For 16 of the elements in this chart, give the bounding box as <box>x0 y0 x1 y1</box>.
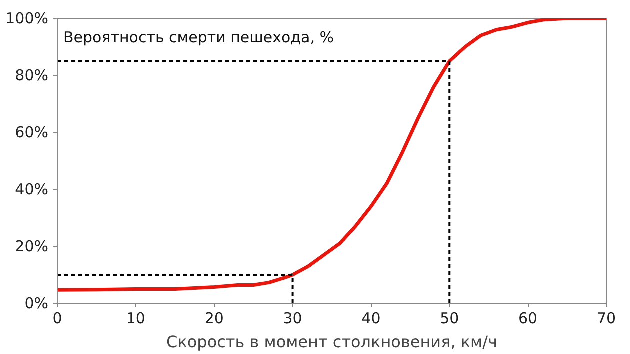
x-axis-title: Скорость в момент столкновения, км/ч <box>166 332 498 352</box>
x-tick-label: 70 <box>596 310 616 328</box>
x-tick-label: 0 <box>52 310 62 328</box>
y-tick-label: 60% <box>15 124 49 142</box>
x-tick-label: 20 <box>204 310 224 328</box>
y-tick-label: 80% <box>15 66 49 84</box>
x-tick-label: 50 <box>440 310 460 328</box>
y-tick-label: 0% <box>24 294 48 312</box>
x-tick-label: 60 <box>518 310 538 328</box>
y-axis-title: Вероятность смерти пешехода, % <box>64 28 334 46</box>
y-tick-label: 20% <box>15 238 49 256</box>
x-tick-label: 10 <box>126 310 146 328</box>
x-tick-label: 40 <box>362 310 381 328</box>
x-tick-label: 30 <box>283 310 302 328</box>
y-tick-label: 100% <box>6 10 49 28</box>
y-tick-label: 40% <box>15 180 49 198</box>
